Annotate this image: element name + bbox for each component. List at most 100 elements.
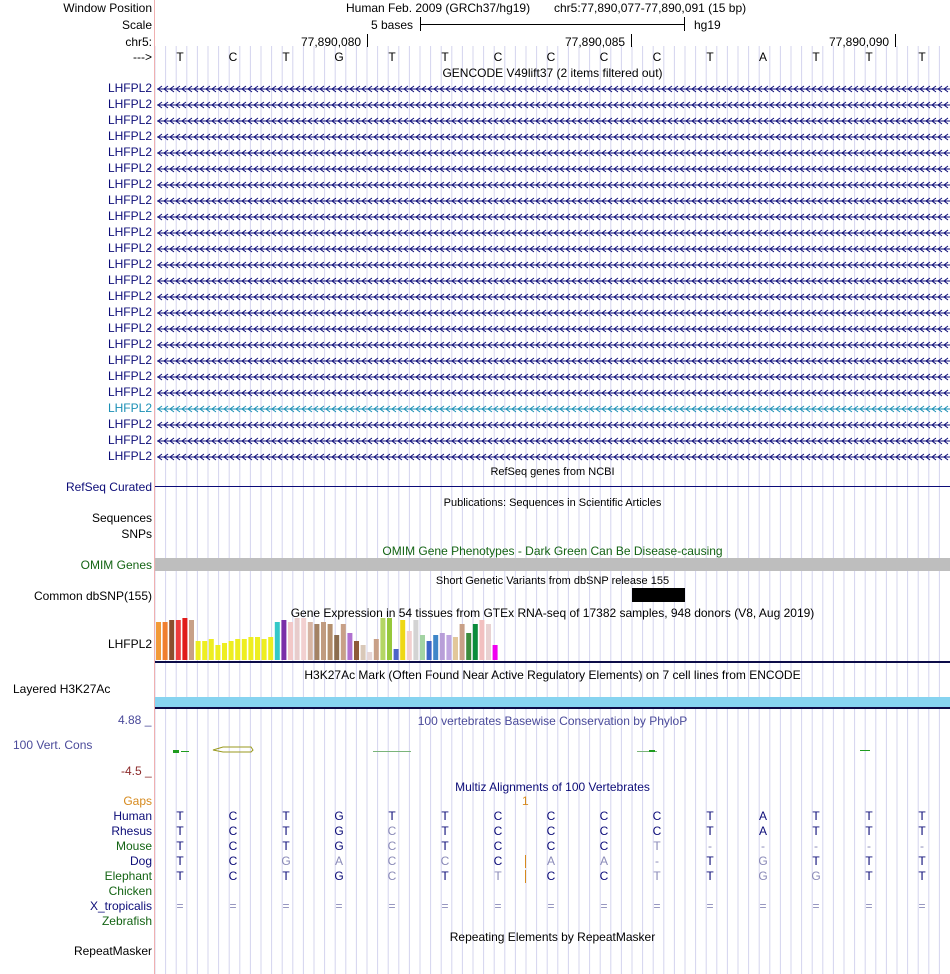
multiz-species-label[interactable]: X_tropicalis bbox=[89, 899, 152, 913]
multiz-species-label[interactable]: Rhesus bbox=[111, 824, 152, 838]
strand-arrow bbox=[775, 117, 781, 125]
gencode-gene-label[interactable]: LHFPL2 bbox=[107, 257, 152, 271]
gencode-transcript[interactable] bbox=[157, 356, 950, 366]
gencode-transcript[interactable] bbox=[157, 308, 950, 318]
gencode-gene-label[interactable]: LHFPL2 bbox=[107, 193, 152, 207]
strand-arrow bbox=[493, 229, 499, 237]
strand-arrow bbox=[937, 373, 943, 381]
phylop-track-label[interactable]: 100 Vert. Cons bbox=[13, 738, 93, 752]
gencode-gene-label[interactable]: LHFPL2 bbox=[107, 417, 152, 431]
gencode-gene-label[interactable]: LHFPL2 bbox=[107, 385, 152, 399]
gencode-gene-label[interactable]: LHFPL2 bbox=[107, 225, 152, 239]
gencode-transcript[interactable] bbox=[157, 212, 950, 222]
strand-arrow bbox=[613, 245, 619, 253]
gencode-transcript[interactable] bbox=[157, 148, 950, 158]
h3k27ac-track-label[interactable]: Layered H3K27Ac bbox=[13, 682, 111, 696]
gencode-transcript[interactable] bbox=[157, 404, 950, 414]
h3k27ac-signal[interactable] bbox=[155, 697, 950, 707]
gencode-track-title[interactable]: GENCODE V49lift37 (2 items filtered out) bbox=[442, 66, 663, 80]
gencode-gene-label[interactable]: LHFPL2 bbox=[107, 209, 152, 223]
strand-arrow bbox=[745, 117, 751, 125]
publications-snps-label[interactable]: SNPs bbox=[121, 527, 152, 541]
window-position-value[interactable]: chr5:77,890,077-77,890,091 (15 bp) bbox=[554, 1, 747, 15]
gencode-transcript[interactable] bbox=[157, 180, 950, 190]
gencode-transcript[interactable] bbox=[157, 116, 950, 126]
dbsnp-track-label[interactable]: Common dbSNP(155) bbox=[33, 589, 152, 603]
gencode-gene-label[interactable]: LHFPL2 bbox=[107, 273, 152, 287]
phylop-signal[interactable] bbox=[155, 744, 950, 756]
gencode-transcript[interactable] bbox=[157, 244, 950, 254]
refseq-track-title[interactable]: RefSeq genes from NCBI bbox=[490, 466, 615, 478]
gencode-transcript[interactable] bbox=[157, 292, 950, 302]
repeatmasker-track-label[interactable]: RepeatMasker bbox=[73, 944, 152, 958]
scale-bar-right-tick bbox=[684, 17, 685, 31]
gencode-transcript[interactable] bbox=[157, 340, 950, 350]
strand-arrow bbox=[571, 101, 577, 109]
refseq-gene-line[interactable] bbox=[155, 486, 950, 487]
h3k27ac-track-title[interactable]: H3K27Ac Mark (Often Found Near Active Re… bbox=[304, 668, 801, 682]
gencode-transcript[interactable] bbox=[157, 388, 950, 398]
gencode-gene-label[interactable]: LHFPL2 bbox=[107, 305, 152, 319]
gencode-gene-label[interactable]: LHFPL2 bbox=[107, 161, 152, 175]
omim-track-label[interactable]: OMIM Genes bbox=[80, 558, 152, 572]
dbsnp-variant[interactable] bbox=[632, 588, 685, 602]
strand-arrow bbox=[811, 101, 817, 109]
gencode-gene-label[interactable]: LHFPL2 bbox=[107, 241, 152, 255]
omim-feature[interactable] bbox=[155, 558, 950, 571]
gencode-gene-label[interactable]: LHFPL2 bbox=[107, 401, 152, 415]
dbsnp-track-title[interactable]: Short Genetic Variants from dbSNP releas… bbox=[435, 575, 670, 587]
phylop-track-title[interactable]: 100 vertebrates Basewise Conservation by… bbox=[417, 714, 688, 728]
gencode-gene-label[interactable]: LHFPL2 bbox=[107, 449, 152, 463]
insertion-marker[interactable] bbox=[525, 870, 526, 883]
gencode-gene-label[interactable]: LHFPL2 bbox=[107, 353, 152, 367]
gencode-transcript[interactable] bbox=[157, 100, 950, 110]
gencode-gene-label[interactable]: LHFPL2 bbox=[107, 337, 152, 351]
gencode-gene-label[interactable]: LHFPL2 bbox=[107, 97, 152, 111]
gtex-bar-chart[interactable] bbox=[155, 618, 950, 664]
gencode-gene-label[interactable]: LHFPL2 bbox=[107, 369, 152, 383]
gencode-transcript[interactable] bbox=[157, 228, 950, 238]
multiz-species-label[interactable]: Elephant bbox=[104, 869, 152, 883]
gencode-gene-label[interactable]: LHFPL2 bbox=[107, 113, 152, 127]
gencode-transcript[interactable] bbox=[157, 196, 950, 206]
multiz-track-title[interactable]: Multiz Alignments of 100 Vertebrates bbox=[455, 780, 650, 794]
gencode-gene-label[interactable]: LHFPL2 bbox=[107, 289, 152, 303]
gencode-gene-label[interactable]: LHFPL2 bbox=[107, 321, 152, 335]
multiz-species-label[interactable]: Chicken bbox=[108, 884, 152, 898]
gencode-transcript[interactable] bbox=[157, 452, 950, 462]
gencode-gene-label[interactable]: LHFPL2 bbox=[107, 81, 152, 95]
publications-track-title[interactable]: Publications: Sequences in Scientific Ar… bbox=[443, 497, 662, 509]
gencode-transcript[interactable] bbox=[157, 324, 950, 334]
gencode-transcript[interactable] bbox=[157, 372, 950, 382]
gtex-track-label[interactable]: LHFPL2 bbox=[107, 637, 152, 651]
strand-arrow bbox=[409, 309, 415, 317]
multiz-species-label[interactable]: Mouse bbox=[115, 839, 152, 853]
multiz-species-label[interactable]: Human bbox=[113, 809, 152, 823]
gencode-gene-label[interactable]: LHFPL2 bbox=[107, 177, 152, 191]
strand-arrow bbox=[523, 149, 529, 157]
strand-arrow bbox=[769, 245, 775, 253]
gencode-transcript[interactable] bbox=[157, 260, 950, 270]
gencode-transcript[interactable] bbox=[157, 84, 950, 94]
insertion-marker[interactable] bbox=[525, 855, 526, 868]
gencode-transcript[interactable] bbox=[157, 420, 950, 430]
strand-arrow bbox=[661, 437, 667, 445]
gencode-gene-label[interactable]: LHFPL2 bbox=[107, 433, 152, 447]
gencode-transcript[interactable] bbox=[157, 164, 950, 174]
multiz-species-label[interactable]: Zebrafish bbox=[101, 914, 152, 928]
gencode-transcript[interactable] bbox=[157, 132, 950, 142]
gencode-transcript[interactable] bbox=[157, 436, 950, 446]
publications-sequences-label[interactable]: Sequences bbox=[91, 511, 152, 525]
gencode-transcript[interactable] bbox=[157, 276, 950, 286]
repeatmasker-track-title[interactable]: Repeating Elements by RepeatMasker bbox=[449, 930, 656, 944]
strand-arrow bbox=[187, 85, 193, 93]
gtex-track-title[interactable]: Gene Expression in 54 tissues from GTEx … bbox=[290, 606, 815, 620]
omim-track-title[interactable]: OMIM Gene Phenotypes - Dark Green Can Be… bbox=[382, 544, 723, 558]
strand-arrow bbox=[313, 357, 319, 365]
strand-arrow bbox=[613, 165, 619, 173]
refseq-track-label[interactable]: RefSeq Curated bbox=[65, 480, 152, 494]
gencode-gene-label[interactable]: LHFPL2 bbox=[107, 129, 152, 143]
multiz-species-label[interactable]: Dog bbox=[129, 854, 152, 868]
strand-arrow bbox=[757, 149, 763, 157]
gencode-gene-label[interactable]: LHFPL2 bbox=[107, 145, 152, 159]
